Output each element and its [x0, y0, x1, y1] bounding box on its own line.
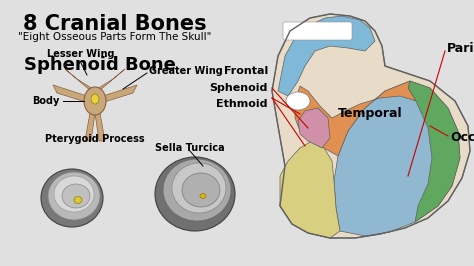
Text: Frontal: Frontal [224, 66, 268, 76]
Ellipse shape [172, 163, 226, 213]
Ellipse shape [48, 172, 100, 220]
Polygon shape [85, 113, 95, 141]
Text: Sella Turcica: Sella Turcica [155, 143, 225, 153]
Polygon shape [95, 113, 105, 141]
Text: Ethmoid: Ethmoid [217, 99, 268, 109]
Ellipse shape [91, 94, 99, 104]
Text: "Eight Osseous Parts Form The Skull": "Eight Osseous Parts Form The Skull" [18, 32, 212, 42]
Text: Body: Body [33, 96, 60, 106]
Ellipse shape [41, 169, 103, 227]
Text: Sphenoid: Sphenoid [210, 83, 268, 93]
Text: Temporal: Temporal [337, 107, 402, 120]
Text: Lesser Wing: Lesser Wing [47, 49, 115, 59]
Ellipse shape [54, 176, 94, 212]
Text: Sphenoid Bone: Sphenoid Bone [24, 56, 176, 74]
Polygon shape [101, 85, 137, 103]
Ellipse shape [182, 173, 220, 207]
Ellipse shape [286, 92, 310, 110]
Ellipse shape [84, 87, 106, 115]
Text: 8 Cranial Bones: 8 Cranial Bones [23, 14, 207, 34]
Ellipse shape [62, 184, 90, 208]
Polygon shape [295, 81, 416, 156]
Ellipse shape [200, 193, 206, 198]
Text: Pterygoid Process: Pterygoid Process [45, 134, 145, 144]
Ellipse shape [155, 157, 235, 231]
Ellipse shape [163, 159, 231, 221]
Polygon shape [280, 141, 340, 238]
Polygon shape [65, 69, 93, 91]
Polygon shape [408, 81, 460, 222]
Polygon shape [53, 85, 89, 103]
Text: Occipital: Occipital [450, 131, 474, 144]
FancyBboxPatch shape [283, 22, 352, 40]
Text: Greater Wing: Greater Wing [149, 66, 223, 76]
Text: Parietal: Parietal [447, 41, 474, 55]
Polygon shape [278, 16, 375, 96]
Polygon shape [97, 69, 125, 91]
Ellipse shape [74, 197, 82, 203]
Polygon shape [334, 81, 460, 236]
Polygon shape [298, 108, 330, 148]
Polygon shape [272, 14, 470, 238]
